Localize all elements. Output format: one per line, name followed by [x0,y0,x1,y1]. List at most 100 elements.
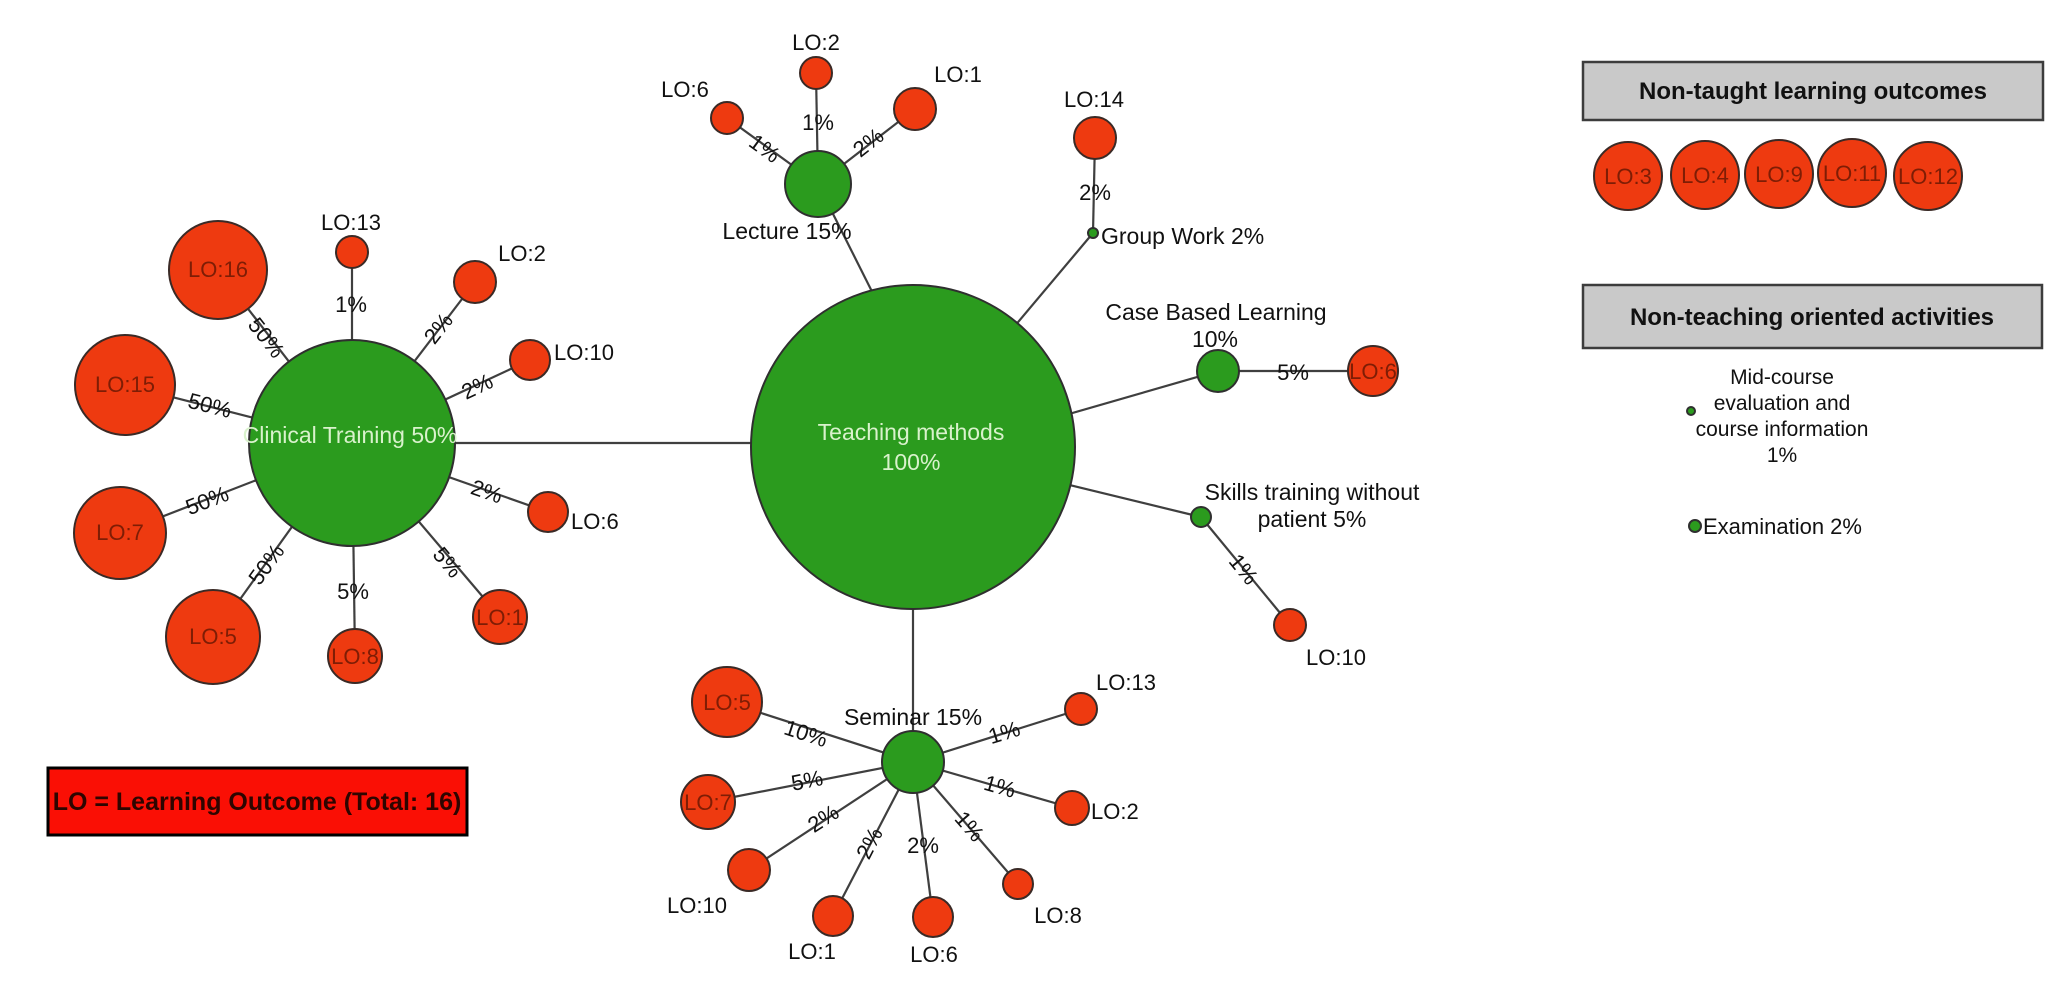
pct-seminar-lo1: 2% [851,823,888,863]
mid-course-line4: 1% [1767,444,1797,467]
node-seminar-lo10 [727,848,771,892]
legend-node-lo9 [1744,139,1814,209]
clinical-lo6-label: LO:6 [571,509,619,534]
clinical-lo7-label: LO:7 [96,520,144,545]
node-groupwork-lo14 [1073,116,1117,160]
pct-clinical-lo2: 2% [419,308,458,348]
node-seminar-lo13 [1064,692,1098,726]
examination-dot [1688,519,1702,533]
seminar-lo6-label: LO:6 [910,942,958,967]
node-clinical-lo15 [74,334,176,436]
legend-non-taught-title: Non-taught learning outcomes [1639,78,1987,105]
seminar-lo5-label: LO:5 [703,690,751,715]
skills-lo10-label: LO:10 [1306,645,1366,670]
edge-skills-lo10 [1200,516,1291,626]
legend-node-lo11 [1817,138,1887,208]
pct-seminar-lo13: 1% [985,716,1023,749]
clinical-lo10-label: LO:10 [554,340,614,365]
clinical-lo13-label: LO:13 [321,210,381,235]
node-clinical-lo1 [472,589,528,645]
case-based-label-line1: Case Based Learning [1105,299,1326,325]
edge-seminar-lo7 [707,760,914,804]
mid-course-line1: Mid-course [1730,366,1834,389]
clinical-lo16-label: LO:16 [188,257,248,282]
node-clinical-lo5 [165,589,261,685]
legend-node-lo12 [1893,141,1963,211]
legend-non-teaching-title: Non-teaching oriented activities [1630,304,1994,331]
pct-clinical-lo15: 50% [185,388,234,423]
pct-clinical-lo13: 1% [335,292,367,317]
teaching-methods-label-line1: Teaching methods [818,419,1005,445]
pct-clinical-lo1: 5% [428,542,468,582]
node-lecture-lo1 [893,87,937,131]
node-lecture-lo6 [710,101,744,135]
legend-non-teaching-header-box [1581,283,2044,350]
node-seminar-lo7 [680,774,736,830]
callout-box [46,766,469,837]
pct-clinical-lo8: 5% [337,579,369,604]
clinical-lo15-label: LO:15 [95,372,155,397]
lecture-lo2-label: LO:2 [792,30,840,55]
seminar-lo10-label: LO:10 [667,893,727,918]
edge-seminar-lo10 [748,761,914,871]
node-seminar-lo6 [912,896,954,938]
pct-seminar-lo6: 2% [907,833,939,858]
seminar-label: Seminar 15% [844,704,982,730]
seminar-lo2-label: LO:2 [1091,799,1139,824]
seminar-lo8-label: LO:8 [1034,903,1082,928]
clinical-lo5-label: LO:5 [189,624,237,649]
skills-label-line1: Skills training without [1205,479,1420,505]
node-labels: Teaching methods 100% Clinical Training … [243,218,1420,730]
node-seminar-lo8 [1002,868,1034,900]
node-clinical-lo6 [527,491,569,533]
legend-lo4-label: LO:4 [1681,163,1729,188]
legend-lo12-label: LO:12 [1898,164,1958,189]
mid-course-line3: course information [1696,418,1869,441]
legend-non-teaching: Non-teaching oriented activities Mid-cou… [1581,283,2044,539]
clinical-training-label: Clinical Training 50% [243,422,458,448]
node-clinical-lo10 [509,339,551,381]
group-work-label: Group Work 2% [1101,223,1264,249]
callout-label: LO = Learning Outcome (Total: 16) [53,788,462,816]
pct-groupwork-lo14: 2% [1079,180,1111,205]
node-teaching-methods [750,284,1076,610]
node-clinical-training [248,339,456,547]
node-clinical-lo8 [327,628,383,684]
mid-course-line2: evaluation and [1714,392,1851,415]
pct-seminar-lo10: 2% [803,799,843,837]
pct-clinical-lo6: 2% [468,474,506,508]
lecture-lo6-label: LO:6 [661,77,709,102]
seminar-lo1-label: LO:1 [788,939,836,964]
pct-skills-lo10: 1% [1224,549,1263,589]
node-case-based-learning [1196,349,1240,393]
examination-label: Examination 2% [1703,514,1862,539]
pct-casebased-lo6: 5% [1277,360,1309,385]
node-lecture-lo2 [799,56,833,90]
nodes [73,56,1399,938]
node-seminar-lo5 [691,666,763,738]
legend-non-taught-header-box [1581,60,2045,122]
clinical-lo1-label: LO:1 [476,605,524,630]
node-clinical-lo2 [453,260,497,304]
legend-node-lo4 [1670,140,1740,210]
pct-seminar-lo2: 1% [981,770,1018,803]
pct-seminar-lo7: 5% [789,765,825,796]
mid-course-dot [1686,406,1696,416]
seminar-lo13-label: LO:13 [1096,670,1156,695]
casebased-lo6-label: LO:6 [1349,359,1397,384]
clinical-lo8-label: LO:8 [331,644,379,669]
callout: LO = Learning Outcome (Total: 16) [46,766,469,837]
lecture-label: Lecture 15% [722,218,851,244]
node-skills-training [1190,506,1212,528]
pct-seminar-lo5: 10% [781,715,831,752]
pct-clinical-lo10: 2% [458,368,497,404]
teaching-methods-label-line2: 100% [882,449,941,475]
node-seminar [881,730,945,794]
legend-lo11-label: LO:11 [1823,161,1881,186]
node-group-work [1087,227,1099,239]
skills-label-line2: patient 5% [1258,506,1367,532]
legend-lo3-label: LO:3 [1604,164,1652,189]
seminar-lo7-label: LO:7 [684,790,732,815]
